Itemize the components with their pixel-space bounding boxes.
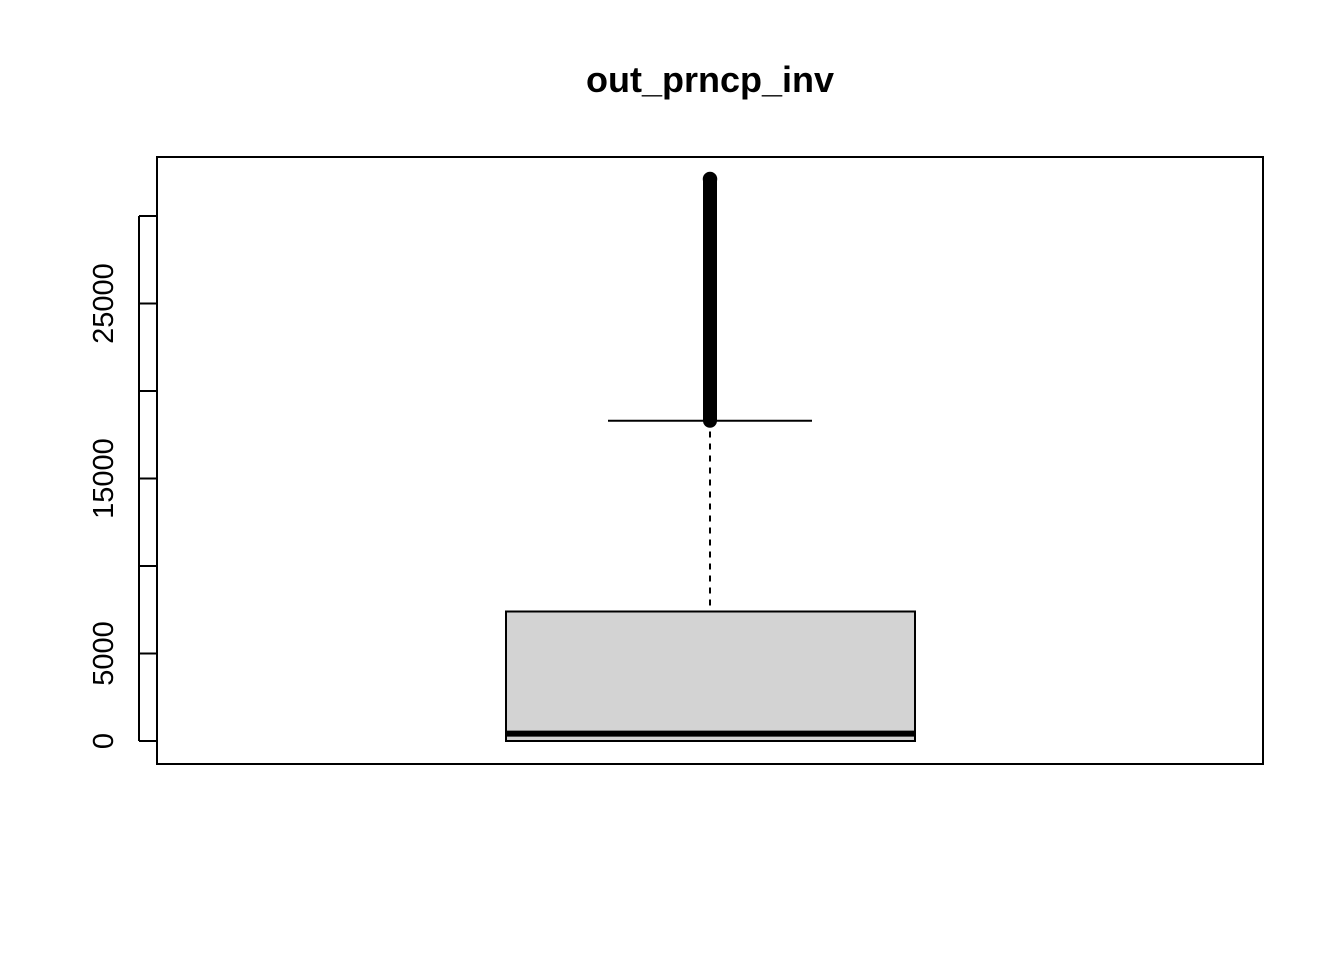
y-tick-label: 5000: [88, 621, 120, 686]
outlier-point-max: [702, 171, 718, 187]
plot-frame: [156, 156, 1264, 765]
y-tick-label: 15000: [88, 438, 120, 519]
chart-title: out_prncp_inv: [586, 59, 834, 100]
y-tick-label: 25000: [88, 263, 120, 344]
y-axis: 0 5000 15000 25000: [88, 215, 157, 749]
y-tick-label: 0: [88, 733, 120, 749]
box-iqr: [505, 610, 916, 742]
plot-marks: [505, 171, 916, 742]
